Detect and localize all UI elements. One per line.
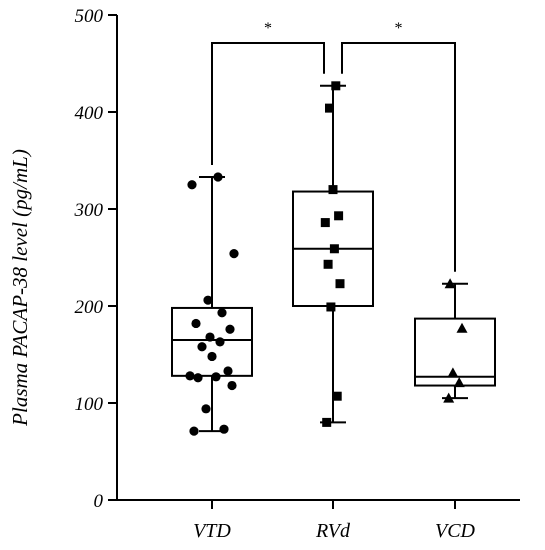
point-vtd xyxy=(203,295,213,305)
point-vtd xyxy=(197,342,207,352)
point-vcd xyxy=(443,392,455,403)
y-tick-label: 0 xyxy=(94,491,104,512)
x-tick-label-vtd: VTD xyxy=(193,520,231,542)
y-tick-label: 200 xyxy=(75,297,104,318)
point-vcd xyxy=(444,278,456,289)
labels: 0 100 200 300 400 500 VTD RVd VCD Plasma PACAP-38… xyxy=(8,6,476,542)
y-tick-label: 400 xyxy=(75,103,104,124)
point-vtd xyxy=(189,426,199,436)
point-vtd xyxy=(191,318,201,329)
bracket-rvd-vcd xyxy=(341,42,456,272)
point-rvd xyxy=(329,244,339,254)
point-vtd xyxy=(223,366,233,376)
point-vtd xyxy=(213,172,223,182)
point-vtd xyxy=(211,372,221,382)
box-vtd xyxy=(171,306,253,377)
x-tick-label-rvd: RVd xyxy=(315,520,351,542)
point-vtd xyxy=(225,324,235,334)
bracket-vtd-rvd xyxy=(211,42,325,165)
point-rvd xyxy=(322,417,332,427)
significance-label: * xyxy=(395,20,403,37)
significance-brackets: * * xyxy=(211,20,456,272)
boxes xyxy=(171,84,496,433)
data-points xyxy=(185,81,468,436)
point-vtd xyxy=(217,308,227,318)
y-tick-label: 100 xyxy=(75,394,104,415)
x-tick-label-vcd: VCD xyxy=(435,520,476,542)
point-vtd xyxy=(215,337,225,347)
point-rvd xyxy=(320,218,330,228)
point-vtd xyxy=(185,371,195,381)
point-vcd xyxy=(456,322,468,333)
point-rvd xyxy=(335,279,345,289)
axes xyxy=(108,14,520,509)
point-vtd xyxy=(207,351,217,362)
point-rvd xyxy=(326,302,336,312)
point-vtd xyxy=(201,404,211,414)
point-vtd xyxy=(187,180,197,190)
y-tick-label: 300 xyxy=(74,200,104,221)
point-rvd xyxy=(334,211,344,221)
point-rvd xyxy=(323,259,333,269)
point-rvd xyxy=(325,103,334,113)
significance-label: * xyxy=(264,20,272,37)
y-tick-label: 500 xyxy=(75,6,104,27)
point-vtd xyxy=(193,373,203,383)
point-vcd xyxy=(453,377,465,388)
point-rvd xyxy=(328,185,338,195)
point-vtd xyxy=(219,424,229,434)
point-vtd xyxy=(205,332,215,342)
y-axis-title: Plasma PACAP-38 level (pg/mL) xyxy=(8,149,32,427)
point-vcd xyxy=(447,367,459,378)
point-vtd xyxy=(227,380,237,391)
point-vtd xyxy=(229,249,239,259)
point-rvd xyxy=(331,81,341,91)
point-rvd xyxy=(332,391,342,401)
